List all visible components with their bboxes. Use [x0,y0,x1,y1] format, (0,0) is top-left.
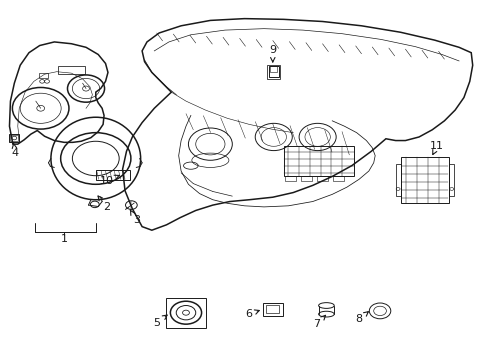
Bar [395,164,400,196]
Bar [283,146,353,176]
Bar [285,176,295,181]
Bar [58,66,85,74]
Text: 8: 8 [355,312,367,324]
Bar [267,65,280,79]
Text: 7: 7 [312,315,325,329]
Bar [10,135,18,141]
Bar [317,176,327,181]
Bar [263,303,282,316]
Bar [448,164,453,196]
Text: 4: 4 [12,143,19,158]
Bar [400,157,448,203]
Bar [39,73,47,78]
Text: 3: 3 [130,210,140,225]
Text: 2: 2 [98,196,110,212]
Text: 5: 5 [153,315,167,328]
Text: 10: 10 [100,175,119,186]
Bar [9,134,19,142]
Bar [270,66,277,72]
Bar [96,170,130,180]
Text: 11: 11 [429,141,443,154]
Bar [266,305,279,313]
Text: 1: 1 [61,234,67,244]
Text: 6: 6 [244,310,259,319]
Bar [332,176,343,181]
Bar [165,298,206,328]
Text: 9: 9 [269,45,276,62]
Bar [268,66,278,77]
Bar [301,176,311,181]
